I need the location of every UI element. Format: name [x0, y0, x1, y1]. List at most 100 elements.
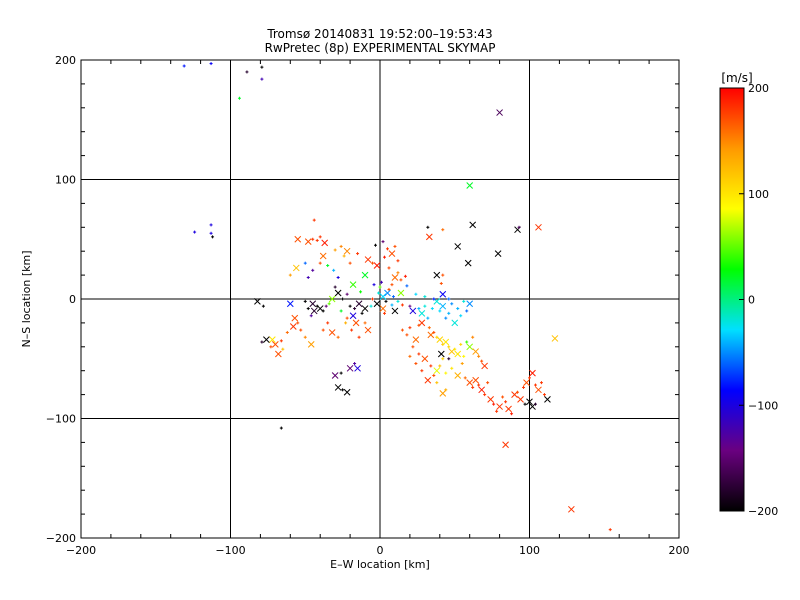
- data-point: [344, 321, 348, 325]
- data-point: [411, 345, 415, 349]
- data-point: [528, 376, 531, 380]
- data-point: [260, 340, 264, 344]
- data-point: [299, 328, 303, 332]
- data-point: [349, 281, 357, 289]
- data-point: [450, 302, 454, 306]
- data-point: [417, 307, 421, 311]
- data-point: [315, 238, 319, 242]
- data-point: [424, 376, 432, 384]
- data-point: [343, 247, 351, 255]
- data-point: [466, 379, 474, 387]
- data-point: [492, 402, 496, 406]
- data-point: [318, 261, 322, 265]
- data-point: [391, 274, 399, 281]
- data-point: [254, 298, 261, 305]
- data-point: [245, 70, 249, 74]
- data-point: [260, 65, 264, 69]
- data-point: [342, 254, 346, 258]
- y-tick-label: 0: [69, 293, 76, 306]
- data-point: [350, 328, 354, 332]
- data-point: [312, 218, 316, 222]
- data-point: [355, 300, 363, 308]
- data-point: [450, 366, 454, 370]
- data-point: [427, 326, 431, 330]
- data-point: [285, 330, 289, 334]
- data-point: [339, 244, 343, 248]
- data-point: [433, 271, 441, 279]
- data-point: [379, 305, 387, 312]
- data-point: [417, 323, 421, 327]
- data-point: [433, 367, 441, 375]
- data-point: [209, 62, 213, 66]
- data-point: [414, 362, 418, 366]
- data-point: [288, 273, 292, 277]
- colorbar-tick-label: 200: [748, 82, 769, 95]
- data-point: [333, 285, 337, 289]
- data-point: [382, 311, 386, 315]
- data-point: [437, 350, 445, 358]
- data-point: [441, 273, 445, 277]
- data-point: [353, 362, 357, 366]
- data-point: [544, 396, 551, 403]
- data-point: [379, 280, 383, 284]
- data-point: [332, 268, 336, 272]
- data-point: [523, 379, 530, 387]
- data-point: [441, 228, 445, 232]
- data-point: [328, 329, 336, 336]
- data-point: [371, 261, 375, 265]
- data-point: [307, 341, 315, 348]
- data-point: [418, 309, 426, 317]
- data-point: [303, 299, 307, 303]
- data-point: [349, 312, 357, 320]
- data-point: [480, 359, 484, 363]
- data-point: [444, 316, 448, 320]
- data-point: [373, 262, 381, 269]
- data-point: [373, 300, 381, 308]
- data-point: [487, 396, 494, 403]
- data-point: [466, 182, 474, 189]
- data-point: [390, 283, 394, 287]
- data-point: [211, 235, 215, 239]
- data-point: [608, 528, 612, 532]
- data-point: [405, 333, 409, 337]
- data-point: [517, 396, 524, 403]
- data-point: [495, 409, 499, 413]
- data-point: [439, 302, 447, 310]
- data-point: [423, 295, 427, 299]
- data-point: [454, 372, 462, 379]
- colorbar-tick-label: −200: [748, 505, 778, 518]
- data-point: [432, 330, 436, 334]
- data-point: [319, 252, 327, 260]
- data-point: [542, 393, 546, 397]
- data-point: [341, 297, 345, 301]
- data-point: [381, 240, 385, 244]
- data-point: [378, 285, 382, 289]
- data-point: [377, 291, 381, 295]
- x-axis-label: E–W location [km]: [330, 558, 430, 571]
- data-point: [466, 300, 474, 308]
- data-point: [460, 362, 464, 366]
- data-point: [326, 264, 330, 268]
- data-point: [289, 323, 297, 330]
- data-point: [321, 309, 325, 313]
- data-point: [405, 284, 409, 288]
- data-point: [477, 383, 481, 387]
- x-tick-label: 100: [519, 544, 540, 557]
- data-point: [435, 381, 439, 385]
- data-point: [396, 259, 400, 263]
- data-point: [526, 398, 533, 406]
- data-point: [494, 250, 502, 257]
- data-point: [306, 307, 310, 311]
- data-point: [339, 309, 343, 313]
- data-point: [336, 335, 340, 339]
- data-point: [523, 402, 527, 406]
- data-point: [510, 412, 514, 416]
- data-point: [363, 321, 367, 325]
- data-point: [361, 305, 369, 312]
- data-point: [345, 316, 349, 320]
- data-point: [496, 109, 503, 116]
- data-point: [384, 289, 391, 297]
- data-point: [568, 505, 575, 513]
- data-point: [292, 264, 300, 272]
